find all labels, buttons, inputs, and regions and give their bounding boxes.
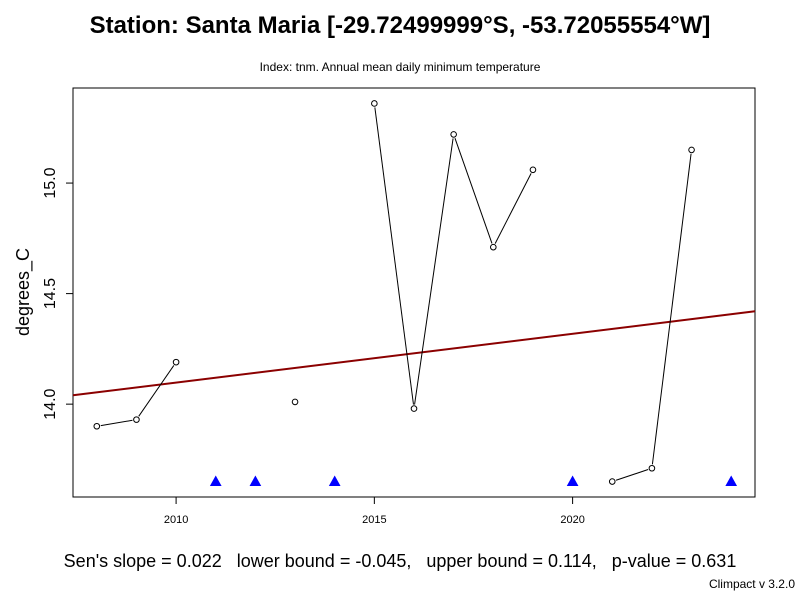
series-segment <box>138 365 175 417</box>
p-value: p-value = 0.631 <box>611 551 737 571</box>
upper-bound: upper bound = 0.114, <box>426 551 597 571</box>
data-point <box>450 131 457 138</box>
point-layer <box>93 100 695 485</box>
trend-line <box>72 310 756 397</box>
y-tick-label: 15.0 <box>42 167 59 198</box>
missing-layer <box>209 475 738 487</box>
missing-year-marker <box>249 475 262 487</box>
series-segment <box>615 469 649 481</box>
y-tick-label: 14.5 <box>42 278 59 309</box>
data-point <box>410 405 418 412</box>
missing-year-marker <box>328 475 341 487</box>
chart-subtitle: Index: tnm. Annual mean daily minimum te… <box>259 60 541 74</box>
lower-bound: lower bound = -0.045, <box>236 551 412 571</box>
chart-title: Station: Santa Maria [-29.72499999°S, -5… <box>89 12 711 39</box>
data-point <box>608 478 616 485</box>
trend-statistics: Sen's slope = 0.022 lower bound = -0.045… <box>0 551 800 572</box>
trend-layer <box>72 310 756 397</box>
series-segment <box>414 138 454 405</box>
data-point <box>648 464 656 472</box>
y-axis-label: degrees_C <box>13 248 34 336</box>
series-segment <box>494 173 532 244</box>
data-point <box>172 358 180 366</box>
missing-year-marker <box>725 475 738 487</box>
data-point <box>688 146 695 154</box>
x-tick-label: 2010 <box>164 514 188 526</box>
sens-slope: Sen's slope = 0.022 <box>63 551 222 571</box>
data-point <box>291 398 299 406</box>
missing-year-marker <box>566 475 579 487</box>
data-point <box>133 416 140 423</box>
series-segment <box>374 107 414 405</box>
x-tick-label: 2015 <box>362 514 386 526</box>
series-segment <box>454 138 493 244</box>
data-point <box>490 243 497 251</box>
data-point <box>529 166 537 174</box>
line-layer <box>100 107 692 481</box>
data-point <box>93 422 101 430</box>
missing-year-marker <box>209 475 222 487</box>
y-tick-label: 14.0 <box>42 388 59 419</box>
data-point <box>371 100 378 107</box>
version-label: Climpact v 3.2.0 <box>708 577 795 591</box>
x-tick-label: 2020 <box>560 514 584 526</box>
plot-frame <box>72 87 756 498</box>
series-segment <box>651 153 692 465</box>
axes-layer: 2010 2015 2020 14.0 14.5 15.0 <box>42 167 585 526</box>
series-segment <box>100 419 133 427</box>
